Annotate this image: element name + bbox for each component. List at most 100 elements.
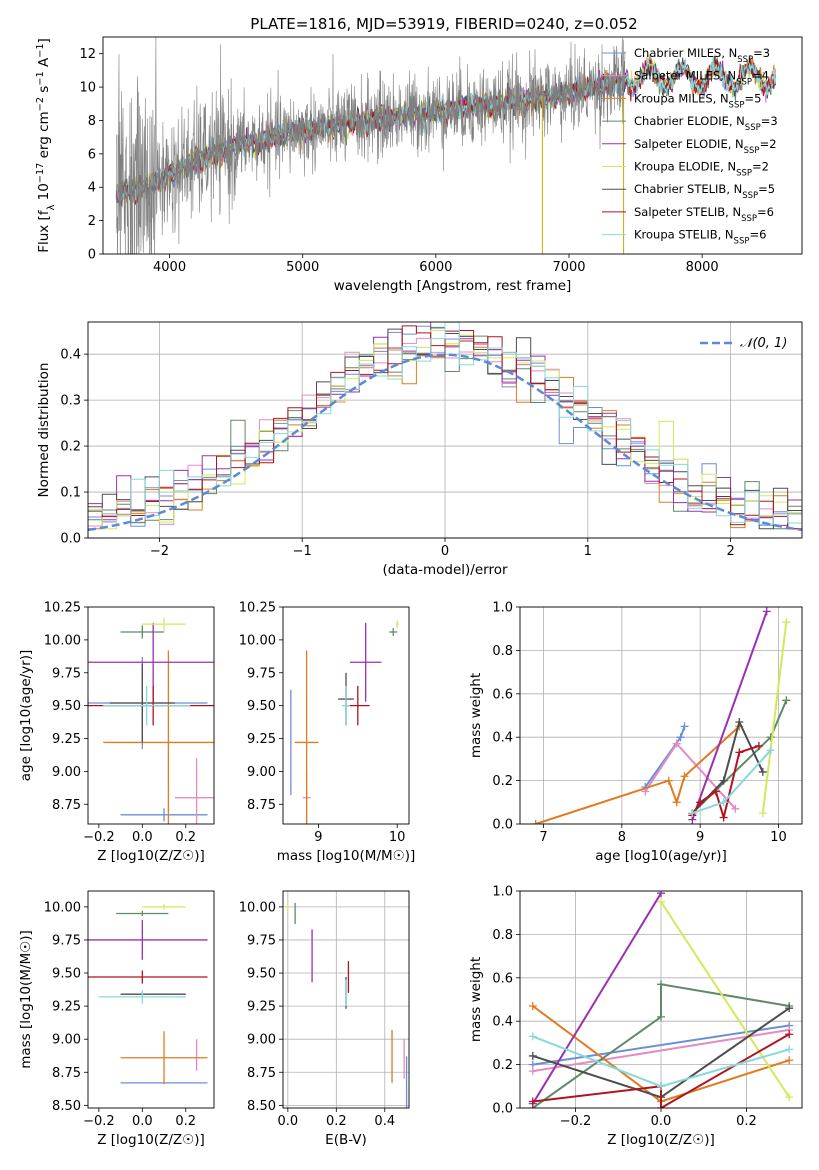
y-tick-label: 8.75	[247, 1066, 276, 1081]
weight-marker	[731, 804, 740, 813]
y-tick-label: 10	[79, 81, 96, 96]
label-part: λ	[46, 204, 57, 210]
weight-marker	[657, 1012, 665, 1021]
x-tick-label: 5000	[286, 260, 319, 275]
legend-subscript: SSP	[736, 78, 752, 88]
label-part: A	[36, 57, 52, 71]
legend-count: =5	[744, 91, 761, 105]
x-tick-label: 4000	[153, 260, 186, 275]
x-tick-label: 8	[618, 830, 626, 845]
normal-curve	[88, 353, 802, 532]
weight-marker	[657, 1082, 665, 1091]
y-axis-label: age [log10(age/yr)]	[18, 650, 34, 782]
weight-marker	[696, 798, 705, 807]
y-tick-label: 10.00	[239, 900, 276, 915]
y-tick-label: 8.75	[52, 1066, 81, 1081]
x-tick-label: −0.2	[83, 830, 115, 845]
legend-label: Kroupa STELIB, NSSP=6	[634, 228, 766, 247]
legend-label: Chabrier ELODIE, NSSP=3	[634, 114, 778, 133]
weight-marker	[676, 733, 685, 742]
plot-area	[115, 37, 776, 254]
x-tick-label: 6000	[419, 260, 452, 275]
panel-residuals: −2 −1 0 1 2 0.0 0.1 0.2 0.3 0.4 (data-model)/error…	[36, 321, 803, 578]
y-tick-label: 9.25	[52, 1000, 81, 1015]
weight-marker	[719, 776, 728, 785]
weight-marker	[531, 820, 540, 824]
label-part: wavelength [Angstrom, rest frame]	[334, 278, 572, 294]
weight-marker	[528, 1067, 537, 1076]
x-tick-label: 10	[770, 830, 787, 845]
label-part: Z [log10(Z/Z☉)]	[607, 1132, 715, 1148]
y-tick-label: 8	[88, 114, 96, 129]
weight-marker	[782, 618, 791, 627]
legend-label: Kroupa MILES, NSSP=5	[634, 91, 761, 110]
y-axis-label: Flux [fλ 10−17 erg cm−2 s−1 A−1]	[35, 38, 57, 253]
plot-area	[88, 904, 208, 1085]
axes-frame	[102, 36, 803, 255]
weight-marker	[785, 1030, 794, 1039]
x-tick-label: 9	[696, 830, 704, 845]
y-tick-label: 12	[79, 47, 96, 62]
x-tick-label: −1	[293, 544, 312, 559]
x-tick-label: 0.2	[175, 1114, 196, 1129]
y-tick-label: 9.50	[247, 699, 276, 714]
panel-mass-vs-EBV: 0.0 0.2 0.4 8.50 8.75 9.00 9.25 9.50 9.75 10.00 E(…	[239, 890, 410, 1148]
legend-count: =2	[760, 137, 777, 151]
weight-line	[761, 622, 788, 814]
y-tick-label: 0.6	[492, 687, 513, 702]
panel-mass-vs-Z: −0.2 0.0 0.2 8.50 8.75 9.00 9.25 9.50 9.75 10.00 Z…	[18, 890, 215, 1148]
legend-subscript: SSP	[741, 214, 757, 224]
y-axis-label: mass weight	[468, 957, 484, 1042]
x-axis-label: wavelength [Angstrom, rest frame]	[334, 278, 572, 294]
y-tick-label: 8.75	[247, 798, 276, 813]
panel-weight-vs-Z: −0.2 0.0 0.2 0.0 0.2 0.4 0.6 0.8 1.0 Z [log10(Z/Z…	[468, 885, 803, 1148]
weight-marker	[680, 722, 689, 731]
legend-subscript: SSP	[742, 191, 758, 201]
label-part: mass [log10(M/M☉)]	[18, 930, 34, 1069]
weight-marker	[766, 746, 775, 755]
legend-subscript: SSP	[734, 237, 750, 247]
y-tick-label: 9.00	[247, 765, 276, 780]
y-tick-label: 8.50	[52, 1099, 81, 1114]
legend-text: Chabrier ELODIE, N	[634, 114, 745, 128]
weight-marker	[688, 809, 697, 818]
x-tick-label: 10	[389, 830, 406, 845]
legend-label: Chabrier MILES, NSSP=3	[634, 46, 770, 65]
legend-subscript: SSP	[745, 123, 761, 133]
label-part: Flux [f	[36, 209, 52, 253]
y-tick-label: 1.0	[492, 885, 513, 900]
y-tick-label: 0.2	[60, 440, 81, 455]
legend-count: =6	[749, 228, 766, 242]
plot-area	[528, 891, 794, 1108]
y-tick-label: 8.50	[247, 1099, 276, 1114]
legend-text: Salpeter ELODIE, N	[634, 137, 744, 151]
label-part: −17	[35, 163, 46, 184]
legend-count: =6	[757, 205, 774, 219]
y-tick-label: 9.00	[52, 1033, 81, 1048]
weight-line	[691, 610, 768, 821]
legend-text: Salpeter STELIB, N	[634, 205, 741, 219]
weight-marker	[657, 1104, 665, 1108]
y-tick-label: 9.50	[52, 967, 81, 982]
data-spectrum	[116, 37, 626, 254]
y-tick-label: 10.00	[239, 633, 276, 648]
weight-marker	[785, 1093, 794, 1102]
y-tick-label: 10.00	[44, 633, 81, 648]
weight-marker	[758, 809, 767, 818]
y-tick-label: 6	[88, 147, 96, 162]
label-part: Z [log10(Z/Z☉)]	[97, 848, 205, 864]
legend-label: Salpeter ELODIE, NSSP=2	[634, 137, 777, 156]
weight-marker	[785, 1056, 794, 1065]
y-tick-label: 4	[88, 181, 96, 196]
y-tick-label: 9.75	[52, 666, 81, 681]
x-tick-label: 0.0	[132, 830, 153, 845]
x-tick-label: 0.4	[374, 1114, 395, 1129]
weight-marker	[719, 798, 728, 807]
weight-line	[532, 983, 790, 1108]
x-axis-label: age [log10(age/yr)]	[595, 848, 727, 864]
label-part: Normed distribution	[36, 363, 52, 498]
panel-age-vs-Z: −0.2 0.0 0.2 8.75 9.00 9.25 9.50 9.75 10.00 10.25…	[18, 601, 215, 864]
weight-marker	[785, 1045, 794, 1054]
weight-marker	[528, 1051, 537, 1060]
